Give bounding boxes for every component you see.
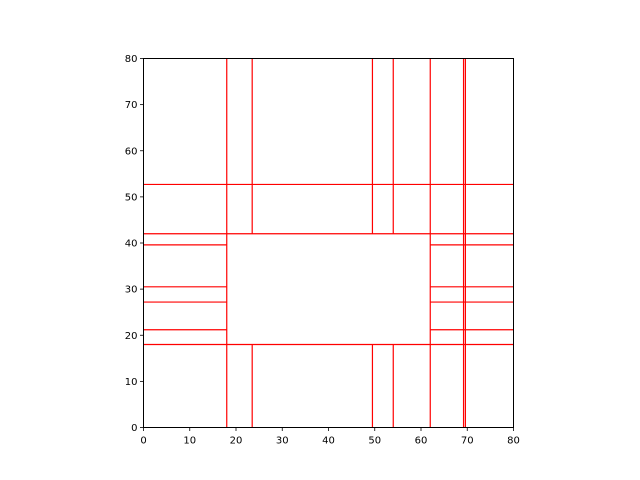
x-tick-label: 10	[183, 436, 196, 447]
x-tick-label: 70	[461, 436, 474, 447]
y-tick-label: 80	[125, 54, 138, 65]
x-tick-label: 30	[276, 436, 289, 447]
segments-group	[143, 58, 514, 428]
y-tick-label: 20	[125, 331, 138, 342]
x-tick-label: 60	[415, 436, 428, 447]
y-tick-label: 0	[131, 423, 137, 434]
y-tick-label: 30	[125, 285, 138, 296]
plot-frame	[143, 58, 514, 428]
x-tick-label: 20	[230, 436, 243, 447]
y-axis: 0 10 20 30 40 50 60 70 80	[125, 54, 144, 434]
y-tick-label: 50	[125, 192, 138, 203]
x-tick-label: 0	[140, 436, 146, 447]
y-tick-label: 60	[125, 146, 138, 157]
y-tick-label: 40	[125, 239, 138, 250]
y-tick-label: 10	[125, 377, 138, 388]
x-tick-label: 50	[368, 436, 381, 447]
x-tick-label: 80	[507, 436, 520, 447]
x-tick-label: 40	[322, 436, 335, 447]
y-tick-label: 70	[125, 100, 138, 111]
x-axis: 0 10 20 30 40 50 60 70 80	[140, 427, 520, 447]
